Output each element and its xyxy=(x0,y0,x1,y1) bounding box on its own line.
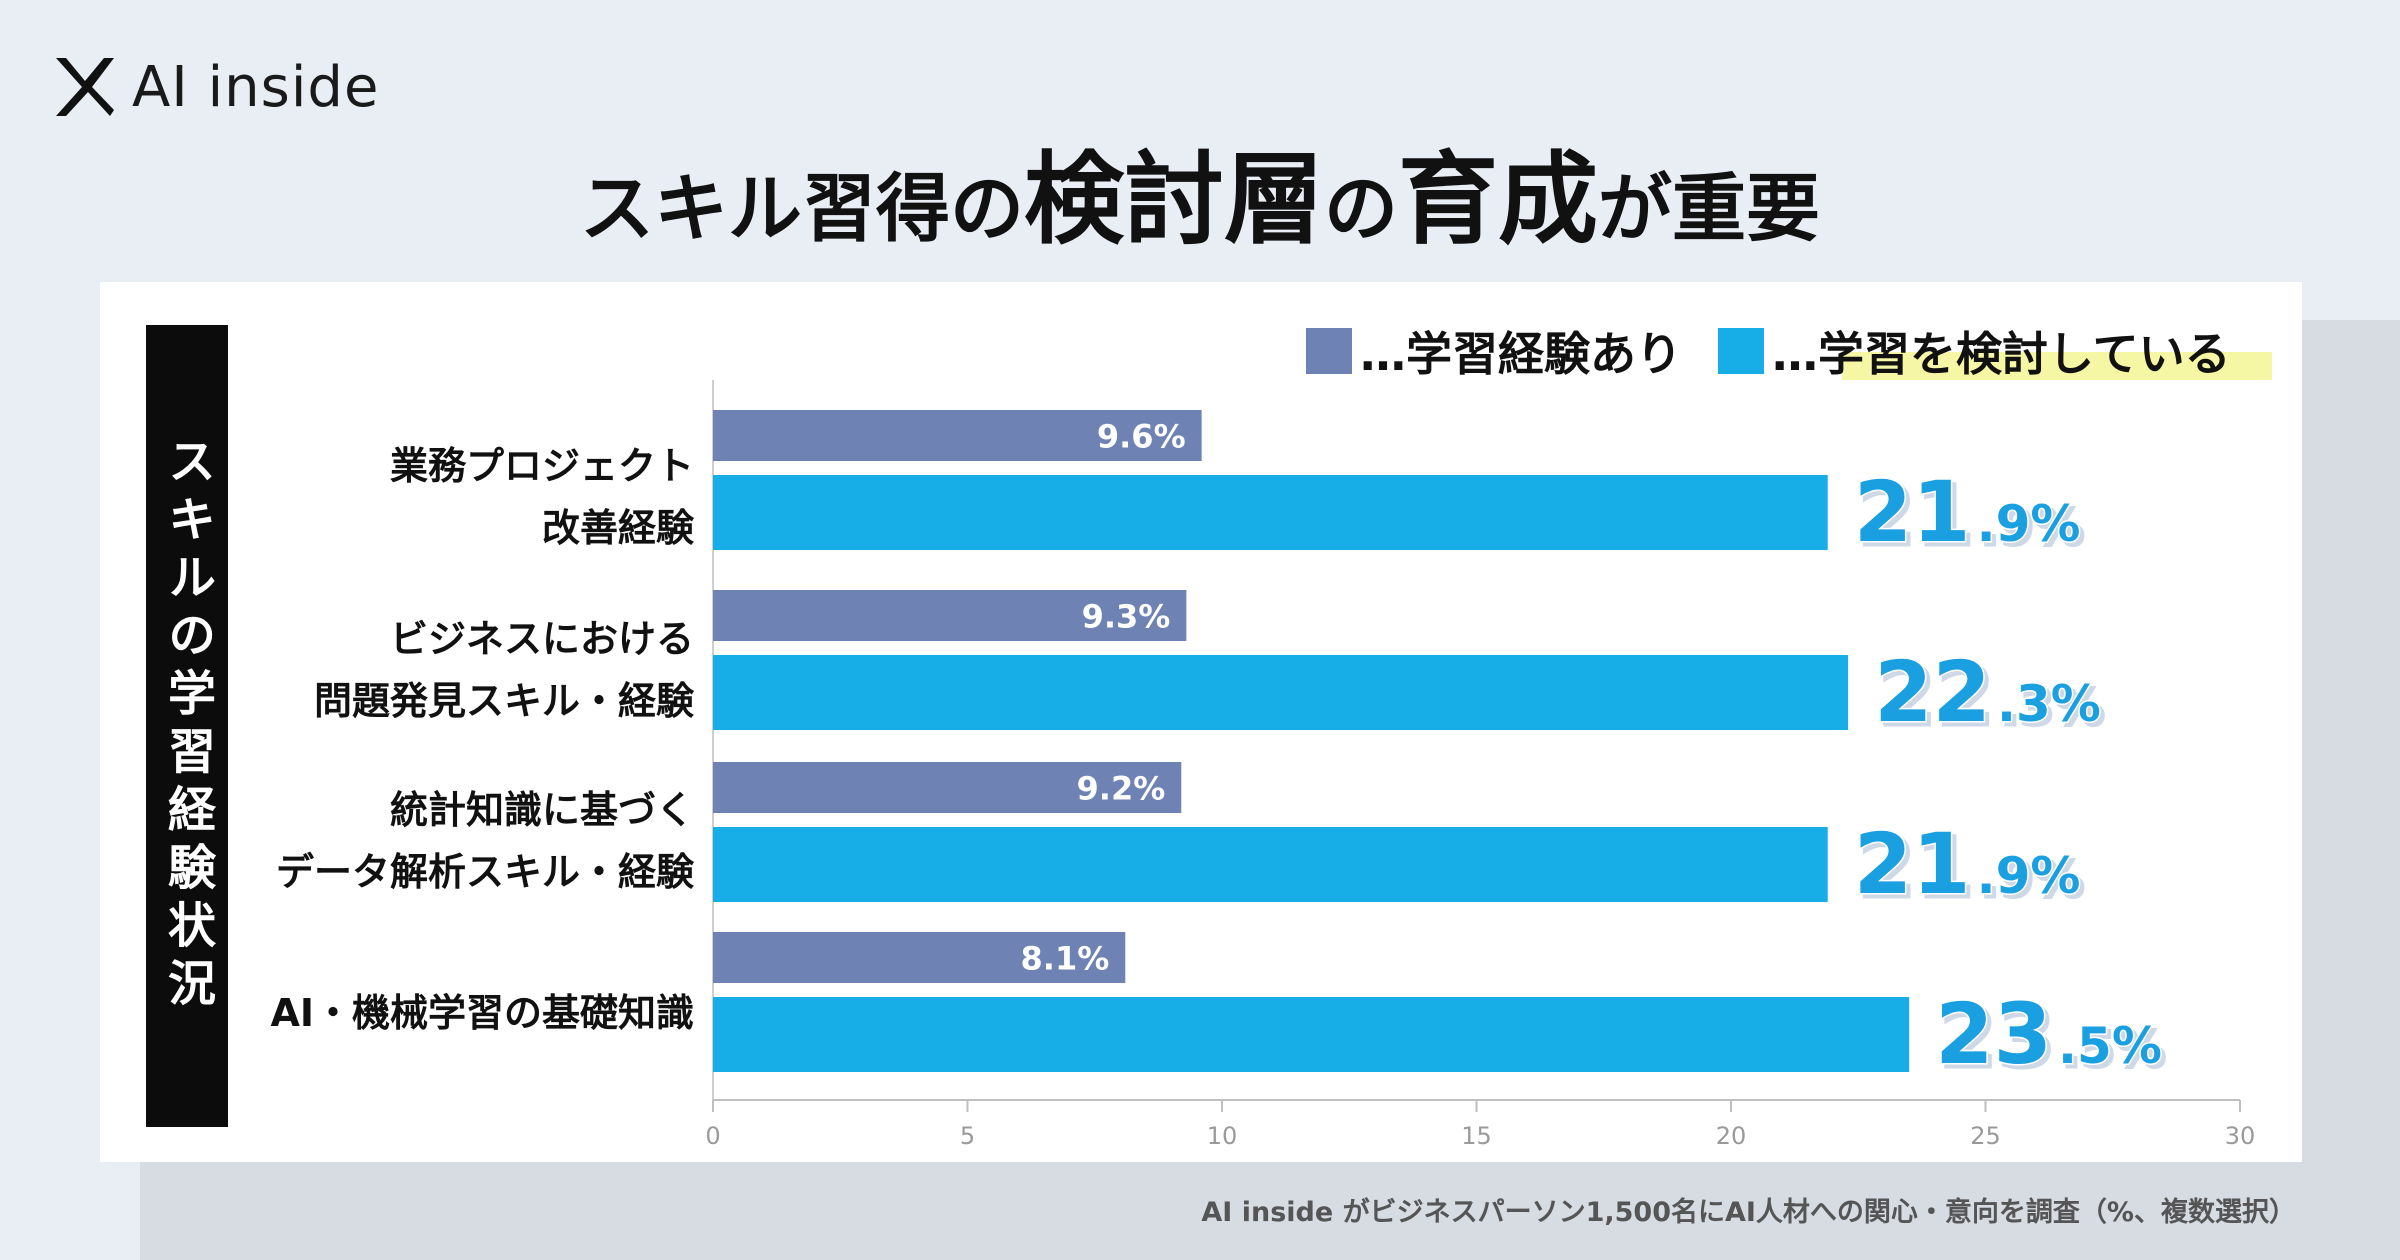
headline-part4: 育成 xyxy=(1398,141,1598,258)
x-tick-label: 20 xyxy=(1716,1122,1747,1150)
x-tick-label: 30 xyxy=(2225,1122,2256,1150)
category-line: 改善経験 xyxy=(541,506,694,550)
bar-considering-label: 22.3% xyxy=(1874,643,2101,741)
headline-part5: が重要 xyxy=(1598,166,1820,252)
headline: スキル習得の検討層の育成が重要 xyxy=(0,118,2400,263)
value-decimal: .9% xyxy=(1977,847,2081,905)
legend-label-considering: …学習を検討している xyxy=(1772,327,2231,381)
value-integer: 21 xyxy=(1854,815,1971,913)
category-label: 統計知識に基づくデータ解析スキル・経験 xyxy=(174,779,694,903)
bar-considering xyxy=(713,997,1910,1072)
headline-part1: スキル習得の xyxy=(580,166,1024,252)
bar-experienced-label: 9.6% xyxy=(1097,418,1186,456)
value-integer: 21 xyxy=(1854,463,1971,561)
legend-label-experienced: …学習経験あり xyxy=(1360,327,1682,381)
bar-considering-label: 21.9% xyxy=(1854,815,2081,913)
category-line: AI・機械学習の基礎知識 xyxy=(270,991,694,1035)
bar-experienced-label: 9.3% xyxy=(1082,598,1171,636)
bar-considering-label: 23.5% xyxy=(1935,985,2162,1083)
category-label: ビジネスにおける問題発見スキル・経験 xyxy=(174,608,694,732)
legend-swatch-considering xyxy=(1718,328,1764,374)
value-integer: 23 xyxy=(1935,985,2052,1083)
value-decimal: .5% xyxy=(2058,1017,2162,1075)
category-line: ビジネスにおける xyxy=(389,617,694,661)
value-decimal: .9% xyxy=(1977,495,2081,553)
category-line: 問題発見スキル・経験 xyxy=(313,679,694,723)
value-decimal: .3% xyxy=(1997,675,2101,733)
side-label: スキルの学習経験状況 xyxy=(146,325,228,1127)
category-line: 統計知識に基づく xyxy=(389,788,694,832)
bar-considering xyxy=(713,827,1828,902)
bar-considering xyxy=(713,655,1849,730)
bar-experienced-label: 8.1% xyxy=(1021,940,1110,978)
headline-part3: の xyxy=(1324,166,1398,252)
bar-experienced xyxy=(713,590,1187,641)
category-line: 業務プロジェクト xyxy=(389,444,694,488)
bar-experienced-label: 9.2% xyxy=(1077,770,1166,808)
bar-considering-label: 21.9% xyxy=(1854,463,2081,561)
legend-highlight xyxy=(1842,352,2272,380)
bar-experienced xyxy=(713,932,1126,983)
logo-text: AI inside xyxy=(132,54,380,120)
category-label: 業務プロジェクト改善経験 xyxy=(174,435,694,559)
headline-part2: 検討層 xyxy=(1024,141,1324,258)
x-tick-label: 25 xyxy=(1970,1122,2001,1150)
footer-note: AI inside がビジネスパーソン1,500名にAI人材への関心・意向を調査… xyxy=(1201,1197,2296,1228)
x-tick-label: 0 xyxy=(705,1122,720,1150)
legend: …学習経験あり …学習を検討している xyxy=(1306,318,2267,384)
legend-swatch-experienced xyxy=(1306,328,1352,374)
x-tick-label: 5 xyxy=(960,1122,975,1150)
category-label: AI・機械学習の基礎知識 xyxy=(174,982,694,1044)
bar-experienced xyxy=(713,410,1202,461)
category-line: データ解析スキル・経験 xyxy=(275,850,694,894)
value-integer: 22 xyxy=(1874,643,1991,741)
logo: AI inside xyxy=(52,54,379,120)
x-tick-label: 15 xyxy=(1461,1122,1492,1150)
side-label-text: スキルの学習経験状況 xyxy=(159,436,215,1016)
x-tick-label: 10 xyxy=(1207,1122,1238,1150)
bar-experienced xyxy=(713,762,1182,813)
bar-considering xyxy=(713,475,1828,550)
logo-x-icon xyxy=(56,58,114,116)
